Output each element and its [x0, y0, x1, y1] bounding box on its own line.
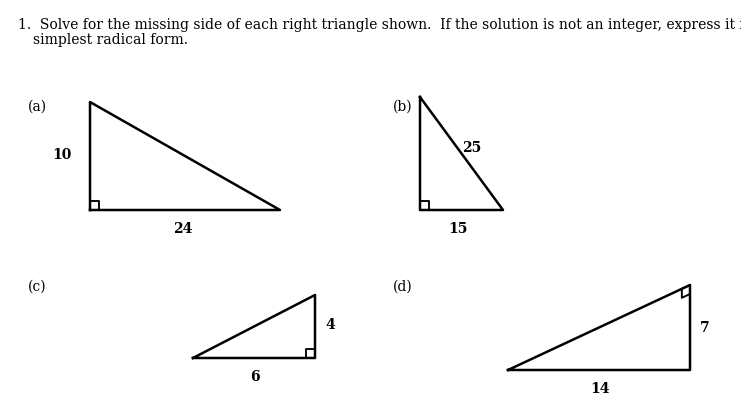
Text: (c): (c)	[28, 280, 47, 294]
Text: 25: 25	[462, 141, 481, 155]
Text: (a): (a)	[28, 100, 47, 114]
Text: 6: 6	[250, 370, 260, 384]
Text: 24: 24	[173, 222, 193, 236]
Text: 1.  Solve for the missing side of each right triangle shown.  If the solution is: 1. Solve for the missing side of each ri…	[18, 18, 741, 32]
Text: 15: 15	[448, 222, 468, 236]
Text: 14: 14	[591, 382, 610, 396]
Text: (b): (b)	[393, 100, 413, 114]
Text: simplest radical form.: simplest radical form.	[33, 33, 188, 47]
Text: 4: 4	[325, 318, 335, 332]
Text: 7: 7	[700, 321, 710, 335]
Text: 10: 10	[53, 148, 72, 162]
Text: (d): (d)	[393, 280, 413, 294]
